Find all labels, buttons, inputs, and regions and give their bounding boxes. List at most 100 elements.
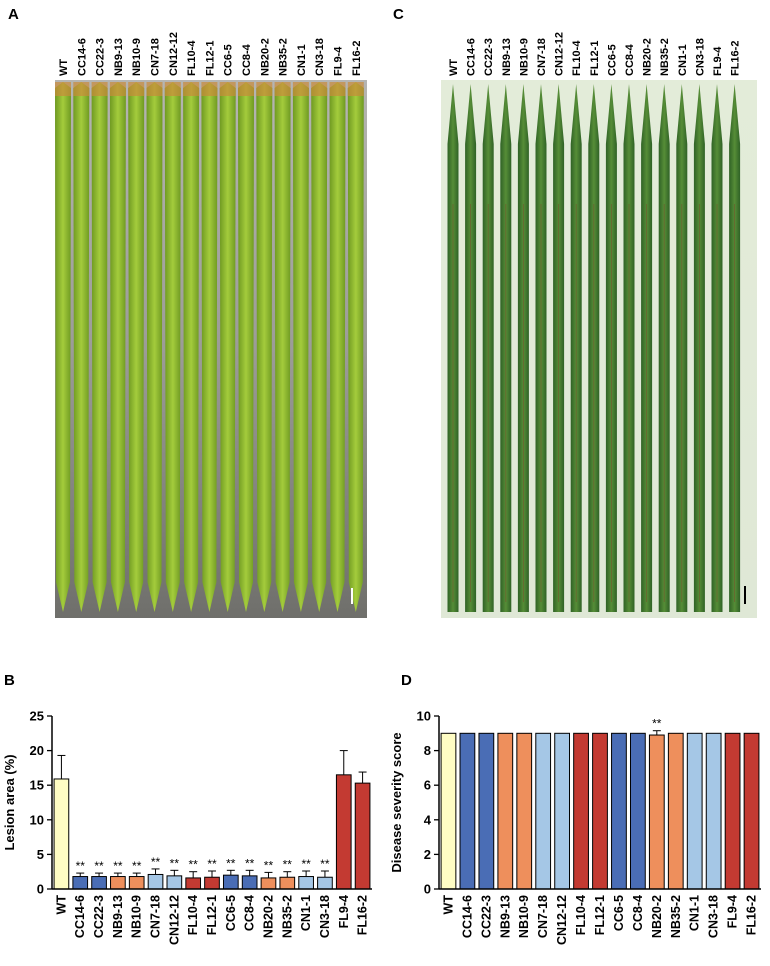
y-tick-label: 15 [30,778,44,793]
bar [72,876,89,890]
panel-label-b: B [4,672,15,689]
leaf [73,82,90,612]
leaf-label: WT [58,59,70,76]
leaf [238,82,254,612]
x-tick-label: NB20-2 [261,895,275,938]
leaf [329,82,346,612]
leaf-cut-tip [128,82,145,96]
x-tick-label: CN1-1 [688,895,702,931]
panel-label-c: C [393,6,404,23]
x-tick-label: CC14-6 [460,895,474,938]
y-tick-label: 0 [424,882,431,897]
y-tick-label: 10 [417,709,431,724]
leaf-label: CN12-12 [554,32,566,76]
leaf [183,82,200,612]
leaf-label: NB9-13 [501,38,513,76]
leaf-cut-tip [238,82,254,96]
x-tick-label: NB10-9 [130,895,144,938]
x-tick-label: CC22-3 [479,895,493,938]
leaf-label: FL16-2 [351,41,363,76]
x-tick-label: CN7-18 [536,895,550,938]
disease-severity-chart: Disease severity score 0 2 4 6 8 10 WT CC14-6 CC2… [389,709,761,945]
leaf-cut-tip [164,82,181,96]
leaf-label: FL16-2 [730,41,742,76]
bar [91,876,107,890]
bar [705,732,722,890]
leaf [274,82,291,612]
leaf-cut-tip [146,82,163,96]
significance-marker: ** [189,858,199,872]
significance-marker: ** [301,857,311,871]
x-tick-label: NB9-13 [111,895,125,938]
leaf-label: FL12-1 [204,41,216,76]
x-tick-label: FL16-2 [356,895,370,935]
leaf-label: CC22-3 [483,38,495,76]
bar [535,732,552,890]
leaf-label: CC6-5 [223,44,235,76]
bar [335,774,352,890]
leaf-label: NB9-13 [113,38,125,76]
x-tick-label: CN12-12 [167,895,181,945]
bar [166,875,183,890]
bar [648,734,665,890]
panel-label-d: D [401,672,412,689]
significance-marker: ** [264,858,274,872]
lesion-area-chart: Lesion area (%) 0 5 10 15 20 25 WT ** CC14-6 ** CC2… [2,709,372,945]
y-tick-label: 5 [37,847,44,862]
leaf-label: CN1-1 [296,44,308,76]
leaf-label: CN3-18 [314,38,326,76]
y-tick-label: 20 [30,743,44,758]
leaf-label: CN7-18 [150,38,162,76]
bar [573,732,589,890]
bar [724,732,741,890]
leaf-cut-tip [109,82,126,96]
bar [53,778,70,890]
leaf [128,82,145,612]
panel-label-a: A [8,6,19,23]
leaf-label: WT [448,59,460,76]
leaf-label: NB35-2 [278,38,290,76]
x-tick-label: CN12-12 [555,895,569,945]
bar [459,732,476,890]
bar [128,876,145,890]
x-tick-label: CC6-5 [224,895,238,931]
bar [298,876,314,890]
y-axis-label: Disease severity score [389,732,404,872]
bar [204,876,220,890]
bar [743,732,760,890]
x-tick-label: FL9-4 [337,895,351,928]
leaf-label: CN12-12 [168,32,180,76]
leaf-cut-tip [311,82,328,96]
bar [516,732,533,890]
x-tick-label: NB9-13 [498,895,512,938]
leaf-label: NB20-2 [642,38,654,76]
bar [592,732,608,890]
significance-marker: ** [207,857,217,871]
significance-marker: ** [76,859,86,873]
leaf-cut-tip [91,82,108,96]
significance-marker: ** [226,856,236,870]
significance-marker: ** [283,858,293,872]
x-tick-label: NB20-2 [650,895,664,938]
leaf [219,82,236,612]
leaf-label: FL12-1 [589,41,601,76]
leaf-label: CC22-3 [95,38,107,76]
leaf [256,82,273,612]
x-tick-label: CC8-4 [243,895,257,931]
x-tick-label: FL12-1 [593,895,607,935]
x-tick-label: NB10-9 [517,895,531,938]
leaf [109,82,126,612]
x-tick-label: CN3-18 [707,895,721,938]
leaf-label: NB20-2 [259,38,271,76]
leaf-cut-tip [73,82,90,96]
x-tick-label: FL10-4 [186,895,200,935]
leaf [164,82,181,612]
y-tick-label: 6 [424,778,431,793]
bar [241,875,258,890]
bar [354,782,371,890]
bar [185,877,202,890]
significance-marker: ** [245,856,255,870]
significance-marker: ** [151,855,161,869]
leaf-label: FL9-4 [712,46,724,76]
